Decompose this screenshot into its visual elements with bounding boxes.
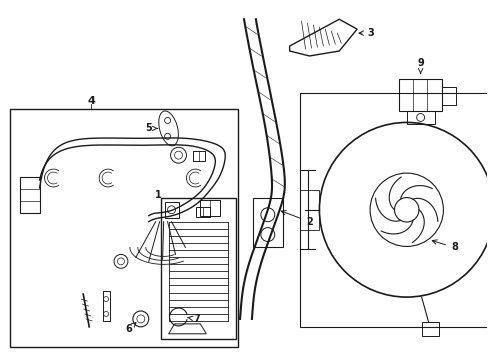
Bar bbox=[299, 93, 488, 327]
Bar bbox=[442, 87, 455, 105]
Bar bbox=[193, 151, 205, 161]
Bar bbox=[299, 190, 319, 230]
Bar bbox=[421, 322, 439, 336]
Bar bbox=[406, 111, 434, 125]
Text: 6: 6 bbox=[125, 323, 136, 334]
Text: 7: 7 bbox=[187, 314, 199, 324]
Bar bbox=[164, 202, 178, 218]
Text: 1: 1 bbox=[155, 190, 162, 200]
Text: 8: 8 bbox=[431, 240, 457, 252]
Bar bbox=[398, 79, 442, 111]
Text: 3: 3 bbox=[358, 28, 374, 38]
Bar bbox=[196, 207, 210, 217]
Bar bbox=[252, 198, 282, 247]
Text: 2: 2 bbox=[281, 211, 312, 227]
Bar bbox=[10, 109, 238, 347]
Text: 4: 4 bbox=[87, 96, 95, 105]
Bar bbox=[200, 200, 220, 216]
Bar bbox=[161, 198, 236, 339]
Bar bbox=[103, 291, 110, 321]
Text: 9: 9 bbox=[416, 58, 423, 73]
Text: 5: 5 bbox=[145, 123, 157, 134]
